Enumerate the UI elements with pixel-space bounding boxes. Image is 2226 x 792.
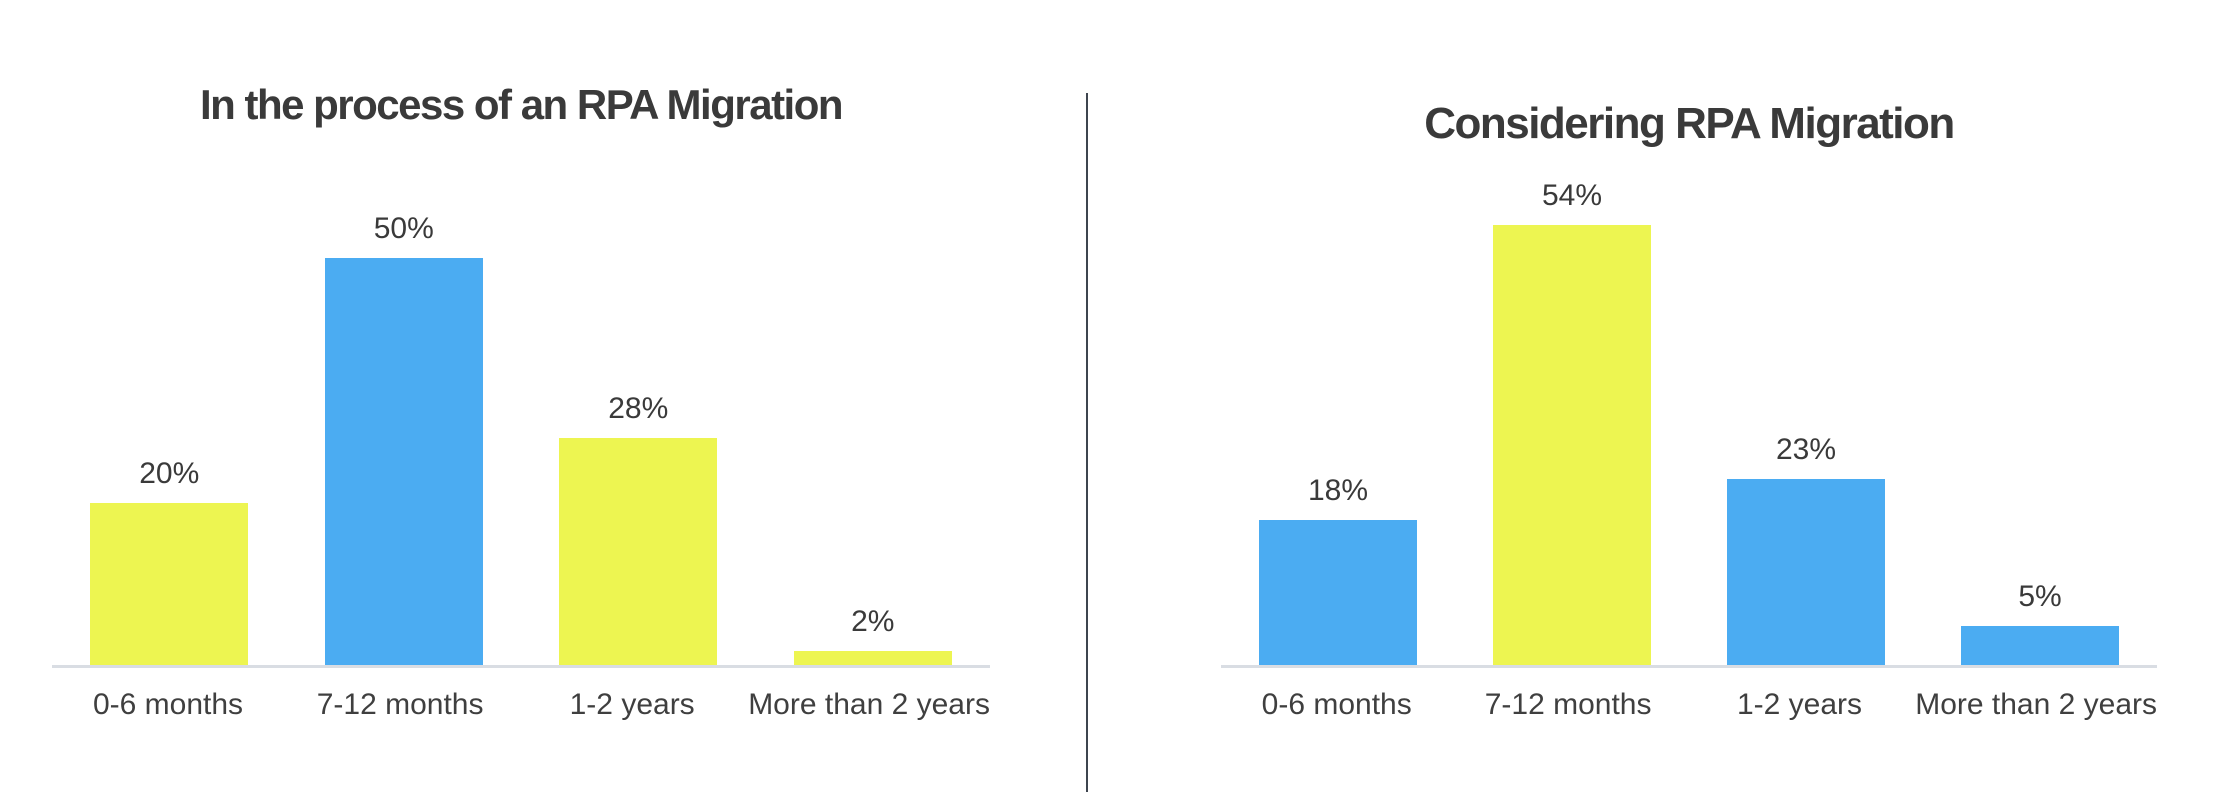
bar-value-label: 20% [139,457,200,491]
bar [1493,225,1651,667]
bar-value-label: 2% [851,604,895,638]
chart-considering-rpa-migration: Considering RPA Migration 18% 54% 23% 5% 0-… [1221,0,2157,792]
category-label: 0-6 months [1261,688,1412,721]
bar-group: 23% [1689,187,1923,667]
bar [324,258,483,667]
category-label: 0-6 months [92,688,244,721]
chart-in-process-rpa-migration: In the process of an RPA Migration 20% 50… [52,0,990,792]
category-label: 1-2 years [569,688,695,721]
x-axis-baseline [52,665,990,668]
bar [1259,519,1417,667]
bar-value-label: 23% [1775,432,1837,466]
chart-title: Considering RPA Migration [1424,98,1955,148]
bar-group: 28% [521,187,756,667]
bar-value-label: 5% [2018,580,2062,614]
bar-value-label: 50% [373,212,434,245]
category-axis-labels: 0-6 months 7-12 months 1-2 years More than … [52,688,990,722]
bar [793,650,952,667]
category-label: More than 2 years [1915,688,2158,721]
category-label: 7-12 months [1484,688,1652,721]
bar [90,503,249,667]
chart-title: In the process of an RPA Migration [199,80,844,128]
bar-group: 50% [287,187,522,667]
bar [559,437,718,667]
category-label: 7-12 months [316,688,484,721]
plot-area: 18% 54% 23% 5% [1221,179,2157,667]
bar-group: 20% [52,187,287,667]
bar-group: 2% [756,187,991,667]
bar-value-label: 18% [1307,473,1369,507]
category-axis-labels: 0-6 months 7-12 months 1-2 years More than … [1221,688,2157,722]
bar-value-label: 54% [1541,179,1603,213]
bar [1727,478,1885,667]
vertical-divider [1086,93,1088,792]
bar [1961,626,2119,667]
bar-group: 54% [1455,179,1689,667]
bar-value-label: 28% [608,391,669,425]
bar-group: 18% [1221,187,1455,667]
bar-group: 5% [1923,187,2157,667]
category-label: More than 2 years [748,688,990,721]
x-axis-baseline [1221,665,2157,668]
plot-area: 20% 50% 28% 2% [52,187,990,667]
category-label: 1-2 years [1736,688,1863,721]
